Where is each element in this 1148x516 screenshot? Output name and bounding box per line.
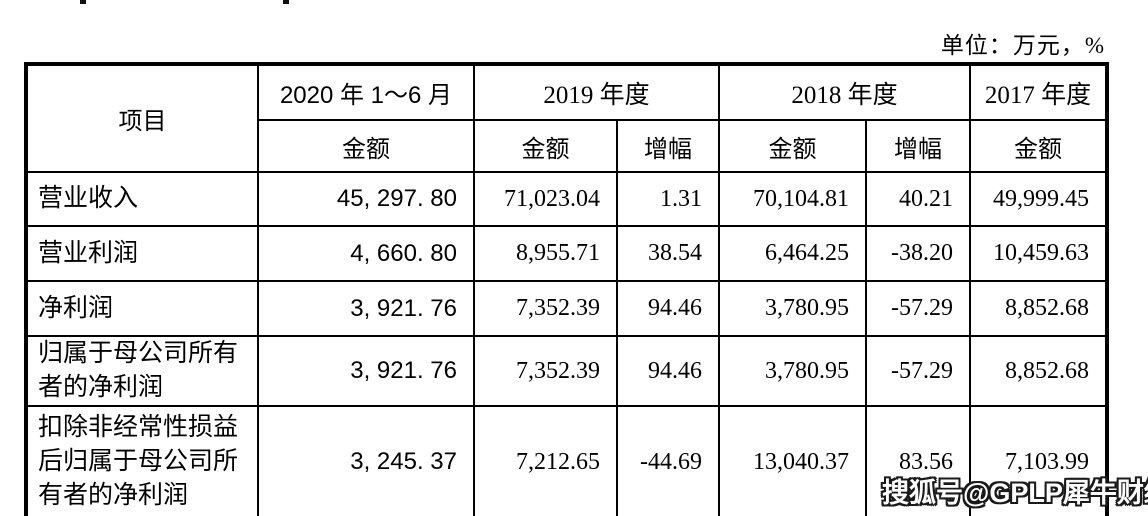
col-header-2020h1: 2020 年 1～6 月 (257, 63, 475, 121)
cell-2018-amount: 3,780.95 (718, 280, 868, 337)
cell-2019-growth: 38.54 (615, 225, 721, 282)
row-item-label: 营业收入 (25, 171, 259, 227)
cell-2020-amount: 3, 245. 37 (257, 405, 475, 516)
unit-label: 单位：万元，% (940, 33, 1105, 58)
cell-2017-amount: 49,999.45 (969, 171, 1109, 227)
sohu-watermark: 搜狐号@GPLP犀牛财经 (882, 478, 1148, 508)
cell-2018-growth: -57.29 (865, 335, 972, 407)
cell-2019-growth: 94.46 (615, 335, 721, 407)
cell-2018-growth: 83.56 (865, 405, 972, 516)
cell-2020-amount: 3, 921. 76 (257, 280, 475, 337)
subheader-2019-growth: 增幅 (615, 119, 721, 173)
col-header-item: 项目 (25, 63, 259, 173)
cell-2017-amount: 7,103.99 (969, 405, 1109, 516)
subheader-2019-amount: 金额 (473, 119, 618, 173)
table-row-net-profit-parent-excl-nonrecurring: 扣除非经常性损益 后归属于母公司所 有者的净利润 3, 245. 37 7,21… (25, 405, 1109, 516)
cell-2018-amount: 3,780.95 (718, 335, 868, 407)
subheader-2020-amount: 金额 (257, 119, 475, 173)
cell-2018-growth: -57.29 (865, 280, 972, 337)
crop-artifact (80, 0, 86, 4)
cell-2018-amount: 70,104.81 (718, 171, 868, 227)
cell-2019-amount: 7,352.39 (473, 280, 618, 337)
financial-summary-table: 项目 2020 年 1～6 月 2019 年度 2018 年度 2017 年度 … (24, 62, 1110, 516)
cell-2019-growth: 94.46 (615, 280, 721, 337)
cell-2019-amount: 7,352.39 (473, 335, 618, 407)
cell-2019-growth: -44.69 (615, 405, 721, 516)
cell-2018-amount: 13,040.37 (718, 405, 868, 516)
cell-2019-growth: 1.31 (615, 171, 721, 227)
crop-artifact (283, 0, 289, 4)
row-item-label: 营业利润 (25, 225, 259, 282)
table-row-operating-profit: 营业利润 4, 660. 80 8,955.71 38.54 6,464.25 … (25, 225, 1109, 282)
cell-2018-growth: 40.21 (865, 171, 972, 227)
row-item-label: 归属于母公司所有 者的净利润 (25, 335, 259, 407)
cell-2017-amount: 10,459.63 (969, 225, 1109, 282)
col-header-2019: 2019 年度 (472, 63, 721, 121)
cell-2019-amount: 71,023.04 (473, 171, 618, 227)
cell-2019-amount: 7,212.65 (473, 405, 618, 516)
table-row-net-profit-parent: 归属于母公司所有 者的净利润 3, 921. 76 7,352.39 94.46… (25, 335, 1109, 407)
row-item-label: 扣除非经常性损益 后归属于母公司所 有者的净利润 (25, 405, 259, 516)
cell-2018-growth: -38.20 (865, 225, 972, 282)
row-item-label: 净利润 (25, 280, 259, 337)
cell-2018-amount: 6,464.25 (718, 225, 868, 282)
subheader-2017-amount: 金额 (969, 119, 1109, 173)
header-row-measures: 金额 金额 增幅 金额 增幅 金额 (26, 119, 1109, 173)
cell-2020-amount: 3, 921. 76 (257, 335, 475, 407)
col-header-2018: 2018 年度 (718, 63, 972, 121)
header-row-periods: 项目 2020 年 1～6 月 2019 年度 2018 年度 2017 年度 (25, 63, 1109, 173)
cell-2020-amount: 45, 297. 80 (257, 171, 475, 227)
col-header-2017: 2017 年度 (969, 63, 1109, 121)
subheader-2018-growth: 增幅 (865, 119, 972, 173)
table-row-operating-revenue: 营业收入 45, 297. 80 71,023.04 1.31 70,104.8… (25, 171, 1109, 227)
cell-2020-amount: 4, 660. 80 (257, 225, 475, 282)
table-row-net-profit: 净利润 3, 921. 76 7,352.39 94.46 3,780.95 -… (25, 280, 1109, 337)
subheader-2018-amount: 金额 (718, 119, 868, 173)
cell-2019-amount: 8,955.71 (473, 225, 618, 282)
cell-2017-amount: 8,852.68 (969, 280, 1109, 337)
cell-2017-amount: 8,852.68 (969, 335, 1109, 407)
